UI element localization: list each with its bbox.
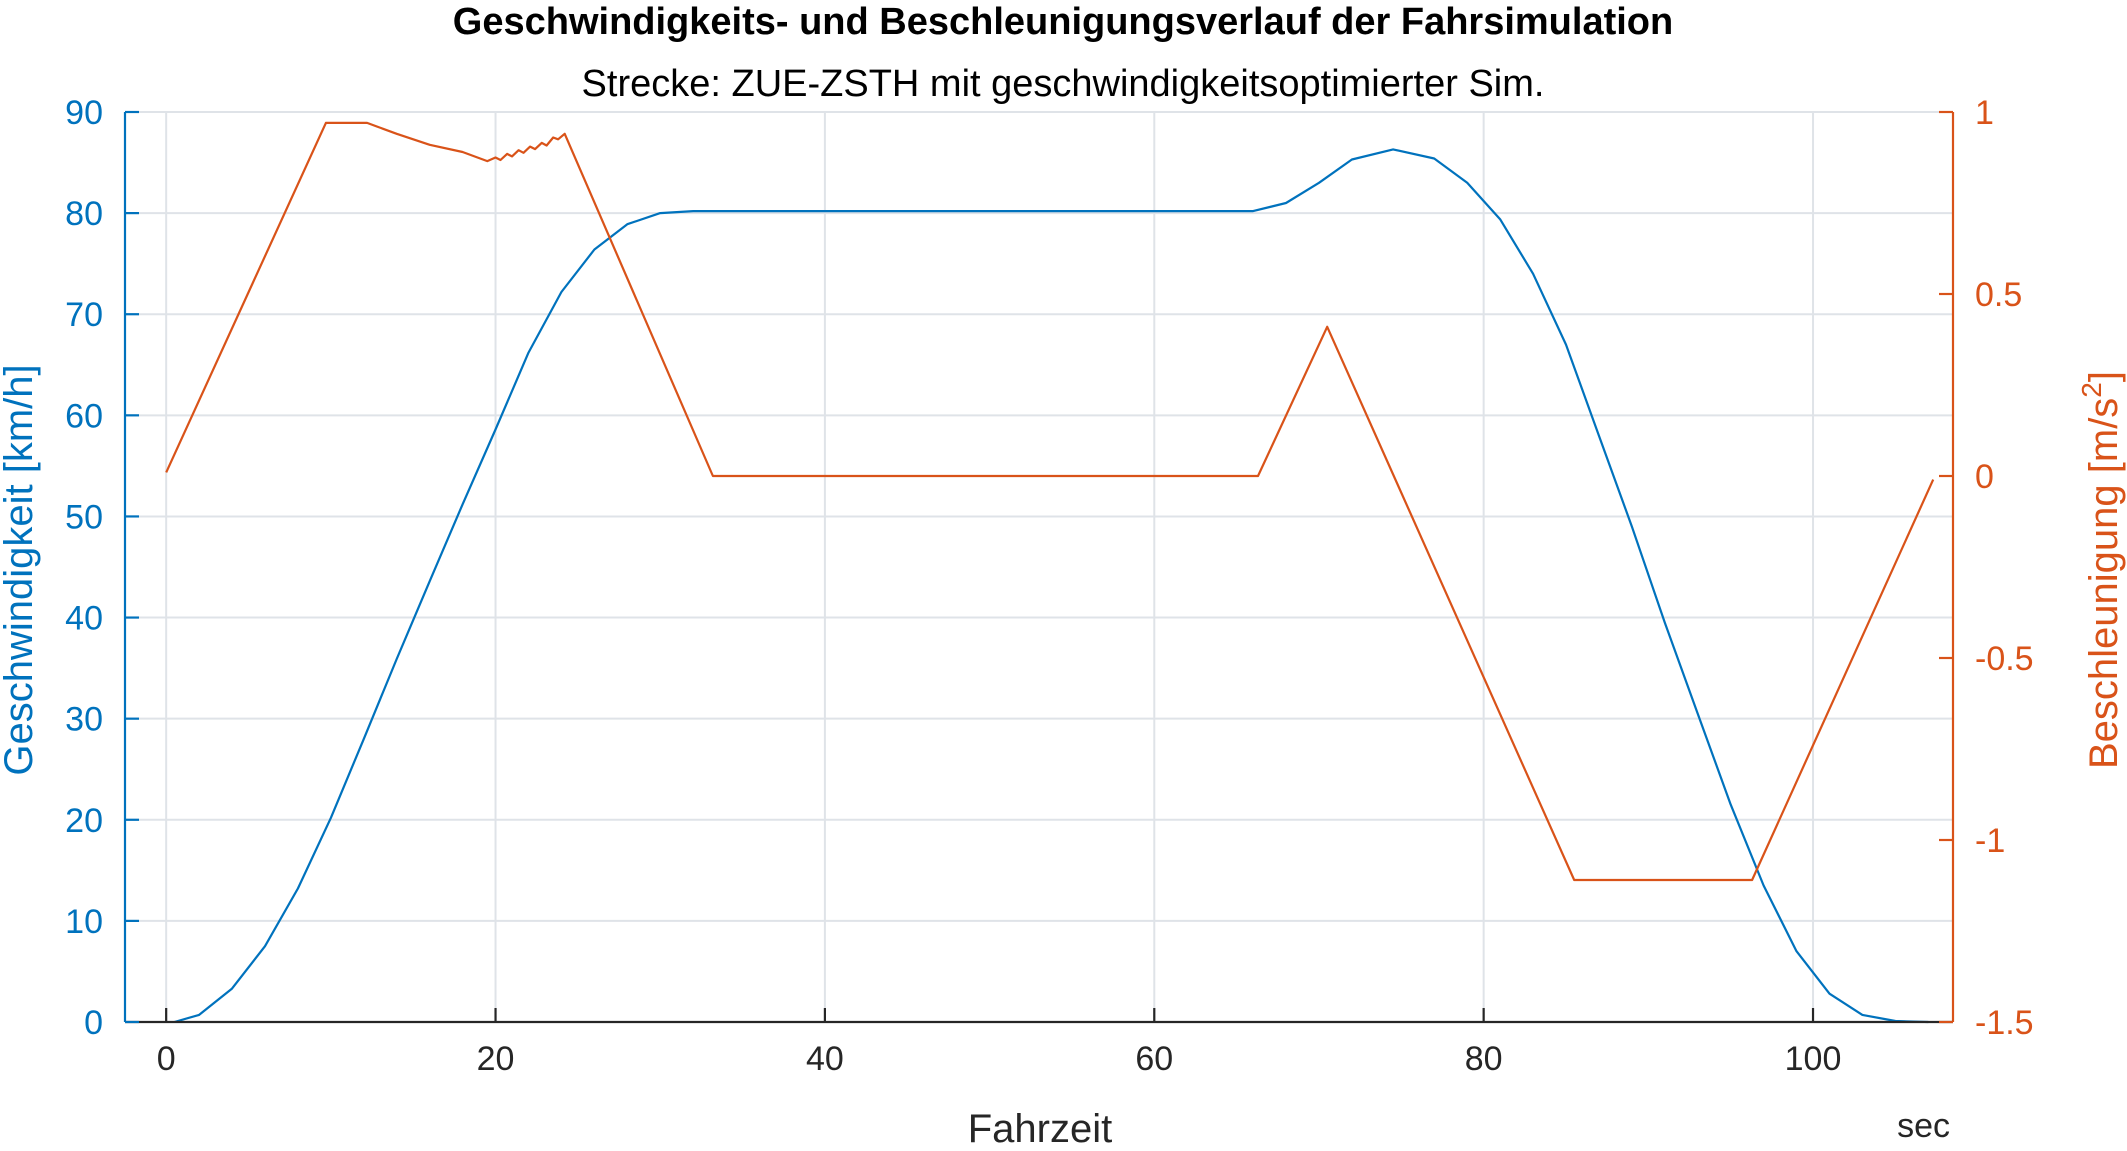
y-right-tick-label: 1 [1975, 94, 1994, 132]
y-axis-right-label: Beschleunigung [m/s2] [2076, 371, 2126, 769]
y-left-tick-label: 90 [65, 94, 103, 132]
y-axis-right-label-end: ] [2082, 371, 2126, 382]
x-tick-label: 60 [1135, 1040, 1173, 1078]
series-layer [165, 121, 1935, 1024]
y-right-tick-label: 0 [1975, 458, 1994, 496]
y-left-tick-label: 30 [65, 701, 103, 739]
x-tick-label: 80 [1465, 1040, 1503, 1078]
chart-title: Geschwindigkeits- und Beschleunigungsver… [453, 1, 1673, 43]
x-tick-label: 0 [157, 1040, 176, 1078]
x-tick-label: 20 [477, 1040, 515, 1078]
x-axis-unit: sec [1897, 1107, 1950, 1145]
y-right-tick-label: -1.5 [1975, 1004, 2034, 1042]
acceleration-series-line [165, 121, 1935, 882]
y-right-tick-label: -1 [1975, 822, 2005, 860]
y-left-tick-label: 70 [65, 296, 103, 334]
y-left-tick-label: 80 [65, 195, 103, 233]
y-right-tick-label: 0.5 [1975, 276, 2022, 314]
x-tick-label: 100 [1785, 1040, 1842, 1078]
y-left-tick-label: 40 [65, 600, 103, 638]
y-right-tick-label: -0.5 [1975, 640, 2034, 678]
axes-layer [123, 110, 1955, 1024]
y-left-tick-label: 20 [65, 802, 103, 840]
y-axis-right-label-superscript: 2 [2076, 382, 2107, 398]
y-left-tick-label: 50 [65, 498, 103, 536]
grid-layer [125, 111, 1953, 1023]
tick-label-layer: 0 20 40 60 80 100 0 10 20 30 40 50 60 70 80 90 1 0.5 0 -0.5… [65, 94, 2033, 1078]
x-axis-label: Fahrzeit [968, 1107, 1113, 1146]
x-tick-label: 40 [806, 1040, 844, 1078]
y-axis-right-label-base: Beschleunigung [m/s [2082, 398, 2126, 769]
speed-series-line [174, 148, 1929, 1024]
y-left-tick-label: 10 [65, 903, 103, 941]
chart-subtitle: Strecke: ZUE-ZSTH mit geschwindigkeitsop… [582, 63, 1545, 105]
y-left-tick-label: 0 [84, 1004, 103, 1042]
y-axis-left-label: Geschwindigkeit [km/h] [0, 364, 41, 775]
y-left-tick-label: 60 [65, 397, 103, 435]
